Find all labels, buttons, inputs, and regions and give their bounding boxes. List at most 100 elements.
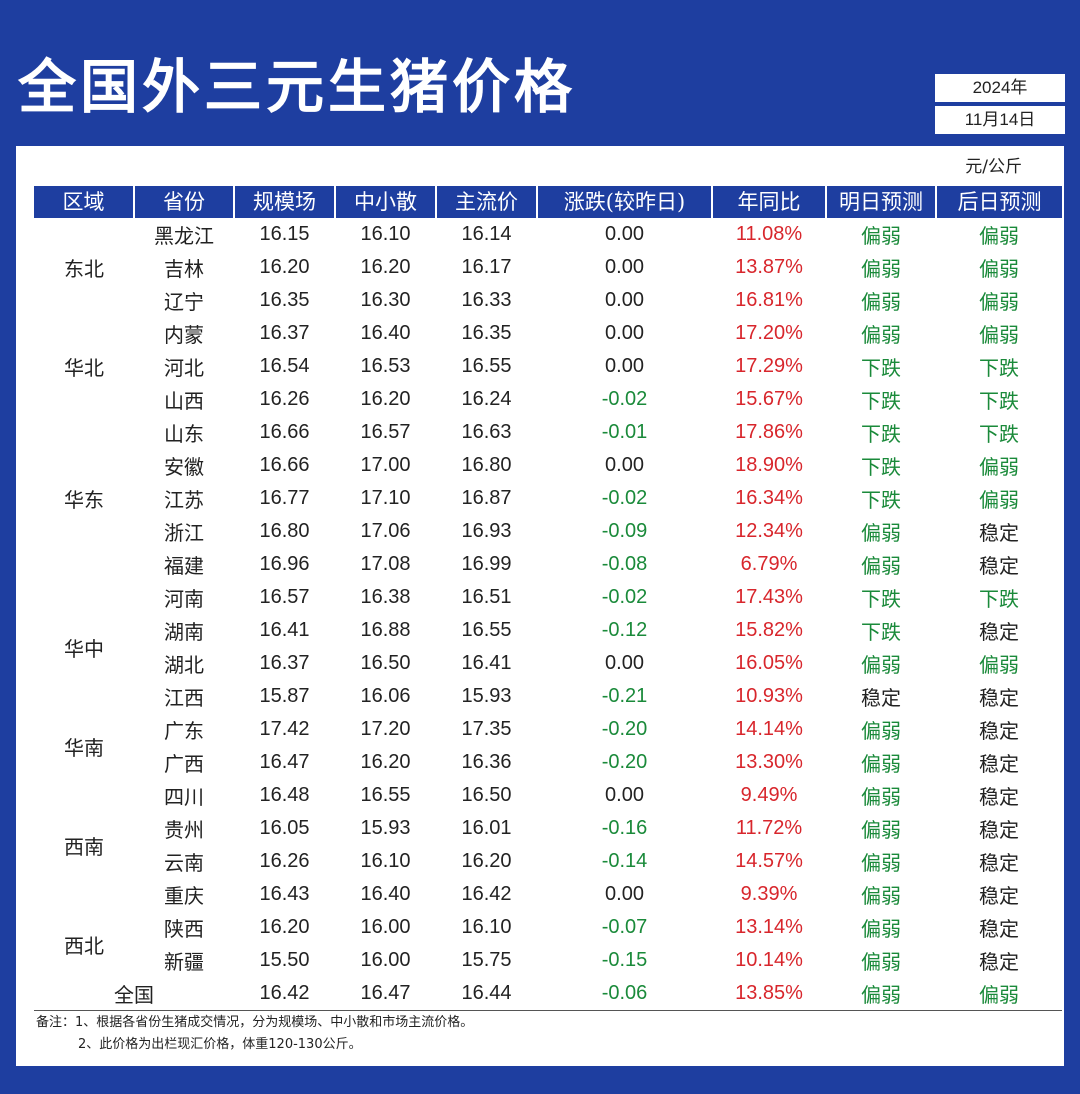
forecast-tomorrow-cell: 稳定 — [861, 688, 901, 710]
scale-farm-cell: 16.26 — [259, 388, 310, 410]
total-label: 全国 — [34, 977, 234, 1011]
unit-label: 元/公斤 — [965, 157, 1022, 177]
mainstream-cell: 16.51 — [461, 586, 512, 608]
table-row: 华中 河南 16.57 16.38 16.51 -0.02 17.43% 下跌 下跌 — [34, 581, 1062, 661]
small-farm-cell: 17.08 — [360, 553, 411, 575]
column-header: 区域 — [34, 186, 134, 218]
change-cell: -0.15 — [601, 949, 648, 971]
table-row: 辽宁 16.35 16.30 16.33 0.00 16.81% 偏弱 偏弱 — [34, 284, 1062, 317]
table-row: 安徽 16.66 17.00 16.80 0.00 18.90% 下跌 偏弱 — [34, 449, 1062, 482]
yoy-cell: 17.86% — [735, 421, 803, 443]
forecast-after-cell: 偏弱 — [979, 259, 1019, 281]
scale-farm-cell: 16.66 — [259, 454, 310, 476]
region-cell: 华北 — [64, 358, 104, 380]
price-table: 区域 省份 规模场 中小散 主流价 涨跌(较昨日) 年同比 明日预测 后日预测 东北 黑龙江 16.… — [34, 186, 1062, 1011]
small-farm-cell: 16.10 — [360, 223, 411, 245]
forecast-after-cell: 偏弱 — [979, 292, 1019, 314]
table-body: 东北 黑龙江 16.15 16.10 16.14 0.00 11.08% 偏弱 偏弱 吉林 16.2… — [34, 218, 1062, 1011]
forecast-tomorrow-cell: 偏弱 — [861, 853, 901, 875]
yoy-cell: 9.49% — [740, 784, 798, 806]
column-header: 主流价 — [435, 186, 537, 218]
mainstream-cell: 16.36 — [461, 751, 512, 773]
mainstream-cell: 16.24 — [461, 388, 512, 410]
change-cell: -0.20 — [601, 751, 648, 773]
change-cell: 0.00 — [605, 454, 644, 476]
yoy-cell: 11.72% — [735, 817, 803, 839]
note-2: 2、此价格为出栏现汇价格，体重120-130公斤。 — [78, 1037, 362, 1052]
change-cell: 0.00 — [605, 652, 644, 674]
forecast-tomorrow-cell: 偏弱 — [861, 226, 901, 248]
forecast-tomorrow-cell: 下跌 — [861, 457, 901, 479]
mainstream-cell: 16.17 — [461, 256, 512, 278]
mainstream-cell: 16.63 — [461, 421, 512, 443]
scale-farm-cell: 16.47 — [259, 751, 310, 773]
forecast-after-cell: 稳定 — [979, 820, 1019, 842]
mainstream-cell: 17.35 — [461, 718, 512, 740]
forecast-after-cell: 偏弱 — [936, 977, 1062, 1011]
province-cell: 山西 — [164, 391, 204, 413]
forecast-tomorrow-cell: 偏弱 — [861, 292, 901, 314]
mainstream-cell: 16.99 — [461, 553, 512, 575]
yoy-cell: 15.67% — [735, 388, 803, 410]
mainstream-cell: 16.55 — [461, 619, 512, 641]
forecast-tomorrow-cell: 偏弱 — [861, 919, 901, 941]
mainstream-cell: 16.01 — [461, 817, 512, 839]
column-header: 省份 — [133, 186, 234, 218]
scale-farm-cell: 16.37 — [259, 322, 310, 344]
forecast-after-cell: 稳定 — [979, 721, 1019, 743]
table-row: 吉林 16.20 16.20 16.17 0.00 13.87% 偏弱 偏弱 — [34, 251, 1062, 284]
scale-farm-cell: 16.57 — [259, 586, 310, 608]
yoy-cell: 9.39% — [740, 883, 798, 905]
scale-farm-cell: 15.50 — [259, 949, 310, 971]
change-cell: -0.08 — [601, 553, 648, 575]
forecast-tomorrow-cell: 偏弱 — [861, 556, 901, 578]
region-cell: 西南 — [64, 836, 104, 859]
scale-farm-cell: 16.05 — [259, 817, 310, 839]
forecast-after-cell: 偏弱 — [979, 490, 1019, 512]
table-row: 湖南 16.41 16.88 16.55 -0.12 15.82% 下跌 稳定 — [34, 614, 1062, 647]
mainstream-cell: 16.41 — [461, 652, 512, 674]
forecast-tomorrow-cell: 偏弱 — [861, 754, 901, 776]
small-farm-cell: 16.57 — [360, 421, 411, 443]
mainstream-cell: 16.55 — [461, 355, 512, 377]
mainstream-cell: 16.35 — [461, 322, 512, 344]
mainstream-cell: 16.93 — [461, 520, 512, 542]
forecast-tomorrow-cell: 下跌 — [861, 490, 901, 512]
mainstream-cell: 16.20 — [461, 850, 512, 872]
province-cell: 湖北 — [164, 655, 204, 677]
forecast-tomorrow-cell: 偏弱 — [861, 820, 901, 842]
change-cell: 0.00 — [605, 223, 644, 245]
table-row: 华东 山东 16.66 16.57 16.63 -0.01 17.86% 下跌 下跌 — [34, 416, 1062, 512]
province-cell: 新疆 — [164, 952, 204, 974]
table-row: 西北 陕西 16.20 16.00 16.10 -0.07 13.14% 偏弱 稳定 — [34, 911, 1062, 958]
column-header: 明日预测 — [825, 186, 936, 218]
small-farm-cell: 16.20 — [360, 751, 411, 773]
province-cell: 江苏 — [164, 490, 204, 512]
yoy-cell: 18.90% — [735, 454, 803, 476]
column-header: 涨跌(较昨日) — [536, 186, 712, 218]
yoy-cell: 13.14% — [735, 916, 803, 938]
scale-farm-cell: 16.43 — [259, 883, 310, 905]
mainstream-cell: 16.42 — [461, 883, 512, 905]
yoy-cell: 13.30% — [735, 751, 803, 773]
forecast-tomorrow-cell: 偏弱 — [861, 655, 901, 677]
small-farm-cell: 16.00 — [360, 949, 411, 971]
table-row: 重庆 16.43 16.40 16.42 0.00 9.39% 偏弱 稳定 — [34, 878, 1062, 911]
province-cell: 黑龙江 — [154, 226, 214, 248]
yoy-cell: 6.79% — [740, 553, 798, 575]
province-cell: 河南 — [164, 589, 204, 611]
small-farm-cell: 16.55 — [360, 784, 411, 806]
change-cell: -0.09 — [601, 520, 648, 542]
yoy-cell: 13.85% — [712, 977, 826, 1011]
table-row: 贵州 16.05 15.93 16.01 -0.16 11.72% 偏弱 稳定 — [34, 812, 1062, 845]
small-farm-cell: 17.10 — [360, 487, 411, 509]
forecast-tomorrow-cell: 偏弱 — [861, 259, 901, 281]
forecast-tomorrow-cell: 下跌 — [861, 391, 901, 413]
scale-farm-cell: 16.37 — [259, 652, 310, 674]
mainstream-cell: 16.10 — [461, 916, 512, 938]
forecast-after-cell: 稳定 — [979, 952, 1019, 974]
table-row: 湖北 16.37 16.50 16.41 0.00 16.05% 偏弱 偏弱 — [34, 647, 1062, 680]
small-farm-cell: 17.20 — [360, 718, 411, 740]
small-farm-cell: 16.30 — [360, 289, 411, 311]
change-cell: 0.00 — [605, 355, 644, 377]
